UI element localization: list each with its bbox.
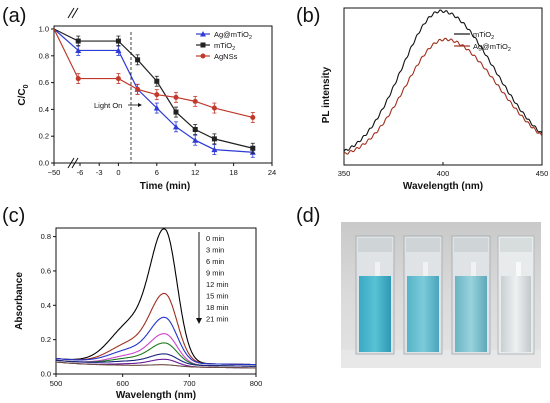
chart-a-ytick-label: 0.0 <box>39 159 49 168</box>
chart-a-legend-marker <box>200 42 206 48</box>
chart-b-line-1 <box>343 37 543 155</box>
chart-c-frame <box>55 227 257 375</box>
light-on-arrowhead <box>138 103 142 107</box>
chart-c-line-3 <box>56 333 256 367</box>
chart-a-xtick-label: -3 <box>96 168 103 177</box>
chart-a-legend-label: Ag@mTiO2 <box>214 30 252 41</box>
chart-a-xtick-label: −50 <box>48 168 61 177</box>
chart-c-legend-label: 21 min <box>206 315 229 324</box>
chart-a-frame <box>53 25 273 164</box>
chart-a-point <box>153 105 160 111</box>
chart-a-point <box>135 57 141 63</box>
cuvette-2 <box>403 235 443 355</box>
chart-a-point <box>115 47 122 53</box>
chart-b-xtick-label: 450 <box>536 169 549 178</box>
axis-break-marks <box>67 7 79 169</box>
chart-a-legend-label: AgNSs <box>214 52 238 61</box>
panel-label-c: (c) <box>2 205 25 227</box>
chart-a-point <box>173 123 179 130</box>
chart-b-xtick-label: 400 <box>437 169 450 178</box>
chart-b-legend-label: mTiO2 <box>473 30 494 41</box>
chart-a-ytick-label: 0.6 <box>39 78 49 87</box>
chart-a-xtick-label: 24 <box>268 168 276 177</box>
chart-a-xtick-label: -6 <box>77 168 84 177</box>
chart-c-legend-label: 12 min <box>206 280 229 289</box>
chart-a-point <box>211 105 217 111</box>
cuvette-1 <box>355 235 395 355</box>
chart-a-point <box>135 86 141 92</box>
chart-c-xtick-label: 700 <box>183 379 196 388</box>
chart-a-xtick-label: 12 <box>191 168 199 177</box>
cuvette-4 <box>497 235 535 355</box>
chart-a-point <box>250 145 256 151</box>
chart-a-xlabel: Time (min) <box>140 181 190 192</box>
chart-c-legend-label: 3 min <box>206 246 224 255</box>
panel-label-b: (b) <box>296 5 320 27</box>
chart-c-legend-label: 0 min <box>206 234 224 243</box>
chart-b-frame <box>343 7 543 166</box>
cuvette-3 <box>451 235 491 355</box>
chart-c-ytick-label: 0.8 <box>41 232 51 241</box>
chart-c-xtick-label: 800 <box>250 379 263 388</box>
chart-c-legend-label: 18 min <box>206 303 229 312</box>
chart-c-line-2 <box>55 316 256 366</box>
chart-a: Time (min) C/C0 −50 -6 -3 0 6 12 18 24 0.0 0.2 0.4… <box>17 7 276 192</box>
chart-a-point <box>192 98 198 104</box>
chart-c-legend-label: 6 min <box>206 257 224 266</box>
chart-a-ytick-label: 1.0 <box>39 25 49 34</box>
chart-a-point <box>211 146 218 153</box>
chart-b-ylabel: PL intensity <box>321 66 332 123</box>
chart-c-ytick-label: 0.2 <box>41 335 51 344</box>
chart-b: Wavelength (nm) PL intensity 350 400 450 m… <box>321 7 549 192</box>
chart-b-line-0 <box>343 9 543 152</box>
chart-a-point <box>173 94 179 100</box>
chart-a-ytick-label: 0.4 <box>39 105 49 114</box>
chart-a-legend-marker <box>200 53 206 59</box>
chart-a-xtick-label: 18 <box>229 168 237 177</box>
chart-a-point <box>173 109 179 115</box>
chart-a-point <box>250 114 256 120</box>
chart-a-ytick-label: 0.8 <box>39 51 49 60</box>
chart-c-line-5 <box>56 353 256 367</box>
chart-b-xtick-label: 350 <box>338 169 351 178</box>
chart-c-legend-arrowhead <box>196 318 202 324</box>
chart-a-ytick-label: 0.2 <box>39 132 49 141</box>
chart-a-point <box>154 78 160 84</box>
chart-a-point <box>75 47 82 53</box>
chart-a-xtick-label: 6 <box>155 168 159 177</box>
chart-c-xtick-label: 500 <box>50 379 63 388</box>
chart-c-ylabel: Absorbance <box>14 272 25 330</box>
chart-a-point <box>192 127 198 132</box>
chart-a-point <box>115 38 121 44</box>
cuvette-photo <box>341 222 541 368</box>
chart-c: Wavelength (nm) Absorbance 500 600 700 800 0… <box>14 227 263 401</box>
chart-a-point <box>154 92 160 98</box>
light-on-label: Light On <box>94 101 122 110</box>
chart-c-ytick-label: 0.0 <box>41 370 51 379</box>
chart-c-legend-label: 15 min <box>206 292 229 301</box>
chart-a-legend-marker <box>200 31 206 37</box>
chart-c-legend-label: 9 min <box>206 269 224 278</box>
chart-a-point <box>115 76 121 82</box>
chart-a-point <box>192 137 199 143</box>
chart-a-ylabel: C/C0 <box>17 84 30 105</box>
chart-a-point <box>75 76 81 82</box>
chart-c-ytick-label: 0.6 <box>41 266 51 275</box>
chart-a-point <box>211 136 217 142</box>
chart-c-xtick-label: 600 <box>116 379 129 388</box>
chart-c-xlabel: Wavelength (nm) <box>116 390 196 401</box>
panel-label-a: (a) <box>2 5 26 27</box>
chart-a-xtick-label: 0 <box>116 168 120 177</box>
chart-a-point <box>75 38 81 44</box>
panel-label-d: (d) <box>296 205 320 227</box>
chart-c-ytick-label: 0.4 <box>41 301 51 310</box>
chart-b-legend-label: Ag@mTiO2 <box>473 42 511 53</box>
chart-c-line-7 <box>56 361 256 369</box>
chart-b-xlabel: Wavelength (nm) <box>403 181 483 192</box>
chart-a-legend-label: mTiO2 <box>214 41 235 52</box>
